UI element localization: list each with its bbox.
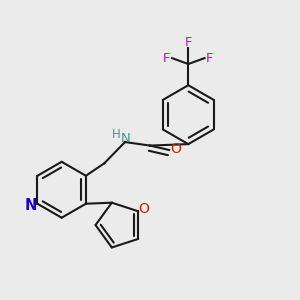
Text: F: F (185, 36, 192, 49)
Text: N: N (25, 198, 37, 213)
Text: F: F (163, 52, 170, 64)
Text: F: F (206, 52, 213, 64)
Text: O: O (170, 142, 181, 156)
Text: N: N (121, 132, 131, 145)
Text: O: O (139, 202, 149, 216)
Text: H: H (112, 128, 121, 141)
